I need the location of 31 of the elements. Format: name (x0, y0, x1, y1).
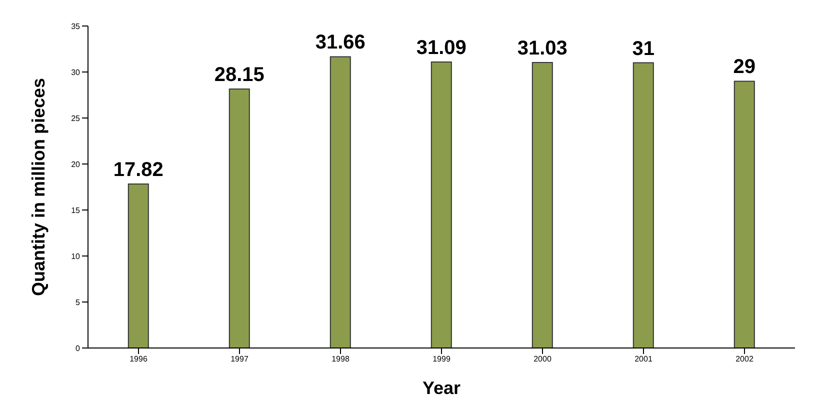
x-tick-label: 1996 (130, 354, 148, 364)
y-axis-title: Quantity in million pieces (28, 78, 48, 296)
x-tick-label: 2001 (634, 354, 653, 364)
y-tick-label: 20 (71, 160, 81, 169)
y-tick-label: 30 (71, 68, 81, 77)
bar (228, 88, 250, 348)
bar (734, 80, 755, 348)
data-label: 31.09 (416, 36, 466, 59)
x-axis-title: Year (422, 378, 461, 398)
data-label: 31.66 (315, 32, 366, 54)
bar (532, 62, 553, 348)
y-tick-label: 10 (71, 252, 81, 261)
bar (128, 184, 149, 348)
y-tick-label: 25 (71, 114, 81, 123)
y-tick-label: 15 (71, 206, 81, 215)
x-tick-label: 1999 (432, 354, 451, 364)
y-tick-label: 0 (76, 344, 81, 353)
bar (330, 56, 351, 348)
data-label: 29 (733, 56, 756, 78)
data-label: 17.82 (113, 159, 164, 182)
y-tick-label: 35 (71, 22, 81, 31)
bar (430, 61, 452, 348)
data-label: 28.15 (214, 64, 264, 86)
y-tick-label: 5 (76, 298, 81, 307)
bar (632, 62, 654, 348)
data-label: 31.03 (517, 38, 568, 60)
data-label: 31 (632, 38, 655, 60)
x-tick-label: 1998 (332, 354, 350, 364)
x-tick-label: 2002 (736, 354, 754, 364)
x-tick-label: 1997 (230, 354, 249, 364)
x-tick-label: 2000 (534, 354, 552, 364)
